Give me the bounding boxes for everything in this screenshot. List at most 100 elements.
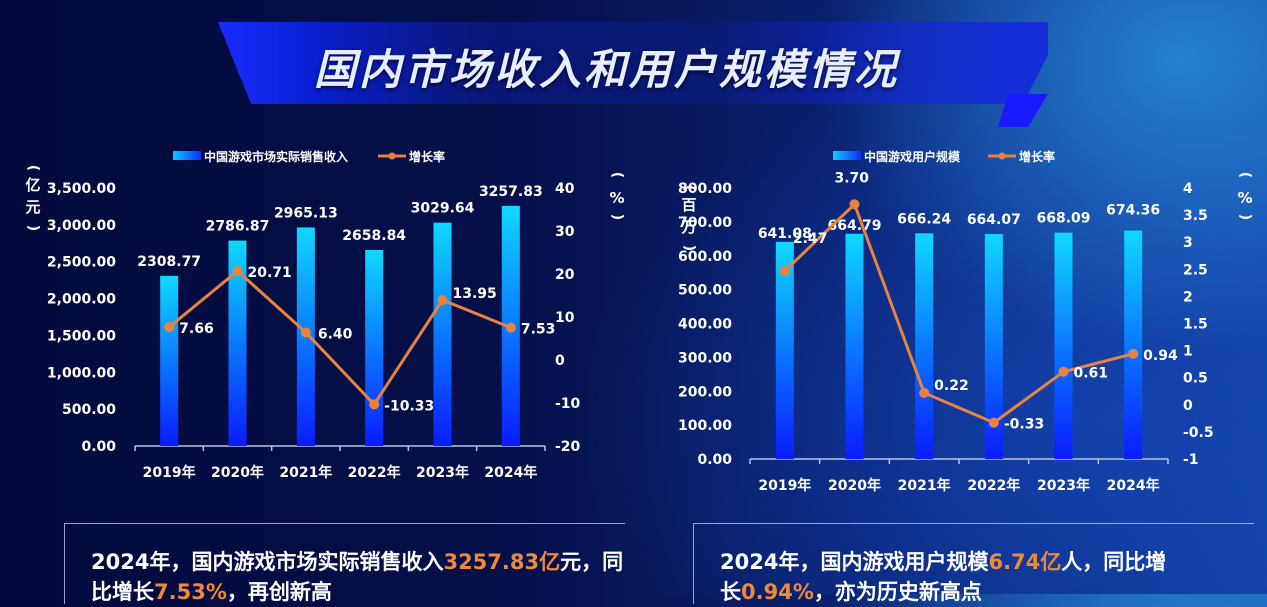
x-axis-tick: 2021年 — [898, 477, 951, 494]
users-summary-text: 2024年，国内游戏用户规模6.74亿人，同比增长0.94%，亦为历史新高点 — [720, 547, 1180, 607]
growth-value-label: 3.70 — [835, 170, 870, 186]
y-axis-right-tick: 20 — [555, 267, 575, 283]
growth-value-label: 0.94 — [1143, 348, 1178, 364]
growth-point — [849, 199, 860, 210]
growth-point — [437, 295, 448, 306]
y-axis-right-unit-label: (%) — [1237, 172, 1253, 220]
highlight-growth: 7.53% — [154, 580, 227, 604]
svg-text:(: ( — [1237, 172, 1253, 178]
users-summary-panel: 2024年，国内游戏用户规模6.74亿人，同比增长0.94%，亦为历史新高点 — [693, 523, 1254, 604]
y-axis-right-tick: 2 — [1183, 289, 1193, 305]
x-axis-tick: 2022年 — [348, 464, 401, 481]
chart-legend: 中国游戏用户规模 增长率 — [833, 149, 1055, 164]
growth-value-label: 2.47 — [793, 231, 828, 247]
y-axis-tick: 600.00 — [678, 249, 732, 265]
x-axis-tick: 2024年 — [1107, 477, 1160, 494]
growth-value-label: 7.66 — [179, 321, 214, 337]
svg-text:元: 元 — [25, 198, 40, 216]
banner-stripe — [218, 22, 1048, 104]
bar-value-label: 666.24 — [897, 211, 951, 227]
bar — [365, 250, 384, 446]
bar-value-label: 664.07 — [967, 212, 1021, 228]
svg-text:): ) — [681, 245, 697, 251]
y-axis-right-unit-label: (%) — [609, 172, 625, 220]
growth-point — [919, 387, 930, 398]
bar-value-label: 3029.64 — [411, 201, 475, 217]
growth-value-label: 6.40 — [318, 326, 353, 342]
bar-value-label: 3257.83 — [479, 184, 543, 200]
x-axis-tick: 2020年 — [211, 464, 264, 481]
growth-value-label: 7.53 — [521, 322, 556, 338]
legend-line-label: 增长率 — [1019, 149, 1055, 164]
svg-text:(: ( — [609, 172, 625, 178]
page-title: 国内市场收入和用户规模情况 — [314, 45, 900, 94]
bar — [845, 233, 864, 459]
legend-bar-swatch — [173, 151, 201, 160]
growth-value-label: 20.71 — [248, 265, 292, 281]
bar — [984, 234, 1003, 459]
y-axis-right-tick: -20 — [555, 439, 581, 455]
svg-text:): ) — [1237, 214, 1253, 220]
growth-point — [369, 399, 380, 410]
y-axis-tick: 2,500.00 — [47, 255, 116, 271]
y-axis-tick: 1,000.00 — [47, 365, 116, 381]
x-axis-tick: 2019年 — [143, 464, 196, 481]
y-axis-right-tick: 0.5 — [1183, 371, 1208, 387]
title-banner: 国内市场收入和用户规模情况 — [218, 22, 1048, 127]
summary-text: ，再创新高 — [226, 580, 332, 604]
bar — [228, 240, 247, 446]
y-axis-tick: 0.00 — [697, 452, 732, 468]
y-axis-unit-label: (亿元) — [25, 165, 41, 231]
growth-line — [168, 268, 512, 407]
y-axis-tick: 700.00 — [678, 215, 732, 231]
y-axis-right-tick: -10 — [555, 396, 581, 412]
bar — [915, 233, 934, 459]
bar-value-label: 664.79 — [827, 218, 881, 234]
svg-text:万: 万 — [680, 218, 696, 236]
svg-text:%: % — [1237, 189, 1252, 207]
bar — [433, 222, 452, 446]
highlight-revenue: 3257.83亿 — [443, 550, 561, 574]
legend-bar-label: 中国游戏市场实际销售收入 — [204, 149, 348, 164]
bar-value-label: 2658.84 — [342, 228, 406, 244]
revenue-chart: 3,500.00 3,000.00 2,500.00 2,000.00 1,500.00… — [25, 149, 625, 481]
growth-point — [505, 322, 516, 333]
y-axis-tick: 1,500.00 — [47, 328, 116, 344]
y-axis-right-tick: 30 — [555, 224, 575, 240]
y-axis-right-tick: 3.5 — [1183, 208, 1208, 224]
y-axis-right-tick: 4 — [1183, 181, 1193, 197]
y-axis-right-tick: 40 — [555, 181, 575, 197]
y-axis-unit-label: (百万) — [680, 185, 697, 251]
x-axis-tick: 2022年 — [967, 477, 1020, 494]
y-axis-right-tick: -0.5 — [1183, 425, 1214, 441]
growth-point — [1058, 366, 1069, 377]
y-axis-tick: 500.00 — [678, 283, 732, 299]
y-axis-right-tick: 1.5 — [1183, 317, 1208, 333]
y-axis-right-tick: 3 — [1183, 235, 1193, 251]
y-axis-tick: 2,000.00 — [47, 292, 116, 308]
growth-line — [783, 201, 1134, 425]
summary-text: 2024年，国内游戏市场实际销售收入 — [91, 550, 444, 574]
y-axis-right-tick: 0 — [1183, 398, 1193, 414]
growth-point — [164, 322, 175, 333]
y-axis-tick: 800.00 — [678, 181, 732, 197]
bar-value-label: 2965.13 — [274, 205, 338, 221]
highlight-users: 6.74亿 — [988, 550, 1062, 574]
legend-line-label: 增长率 — [409, 149, 445, 164]
bar-value-label: 674.36 — [1106, 203, 1160, 219]
y-axis-right-tick: 2.5 — [1183, 262, 1208, 278]
x-axis-tick: 2019年 — [758, 477, 811, 494]
svg-text:百: 百 — [681, 196, 696, 214]
growth-value-label: -10.33 — [384, 398, 434, 414]
growth-point — [300, 327, 311, 338]
charts-canvas: 3,500.00 3,000.00 2,500.00 2,000.00 1,500.00… — [25, 149, 1253, 494]
revenue-summary-text: 2024年，国内游戏市场实际销售收入3257.83亿元，同比增长7.53%，再创… — [91, 547, 631, 607]
growth-point — [1128, 348, 1139, 359]
growth-value-label: 0.22 — [934, 378, 969, 394]
svg-text:(: ( — [25, 165, 41, 171]
growth-value-label: 13.95 — [453, 286, 497, 302]
y-axis-tick: 400.00 — [678, 317, 732, 333]
y-axis-tick: 100.00 — [678, 418, 732, 434]
svg-text:%: % — [609, 189, 624, 207]
x-axis-tick: 2020年 — [828, 477, 881, 494]
